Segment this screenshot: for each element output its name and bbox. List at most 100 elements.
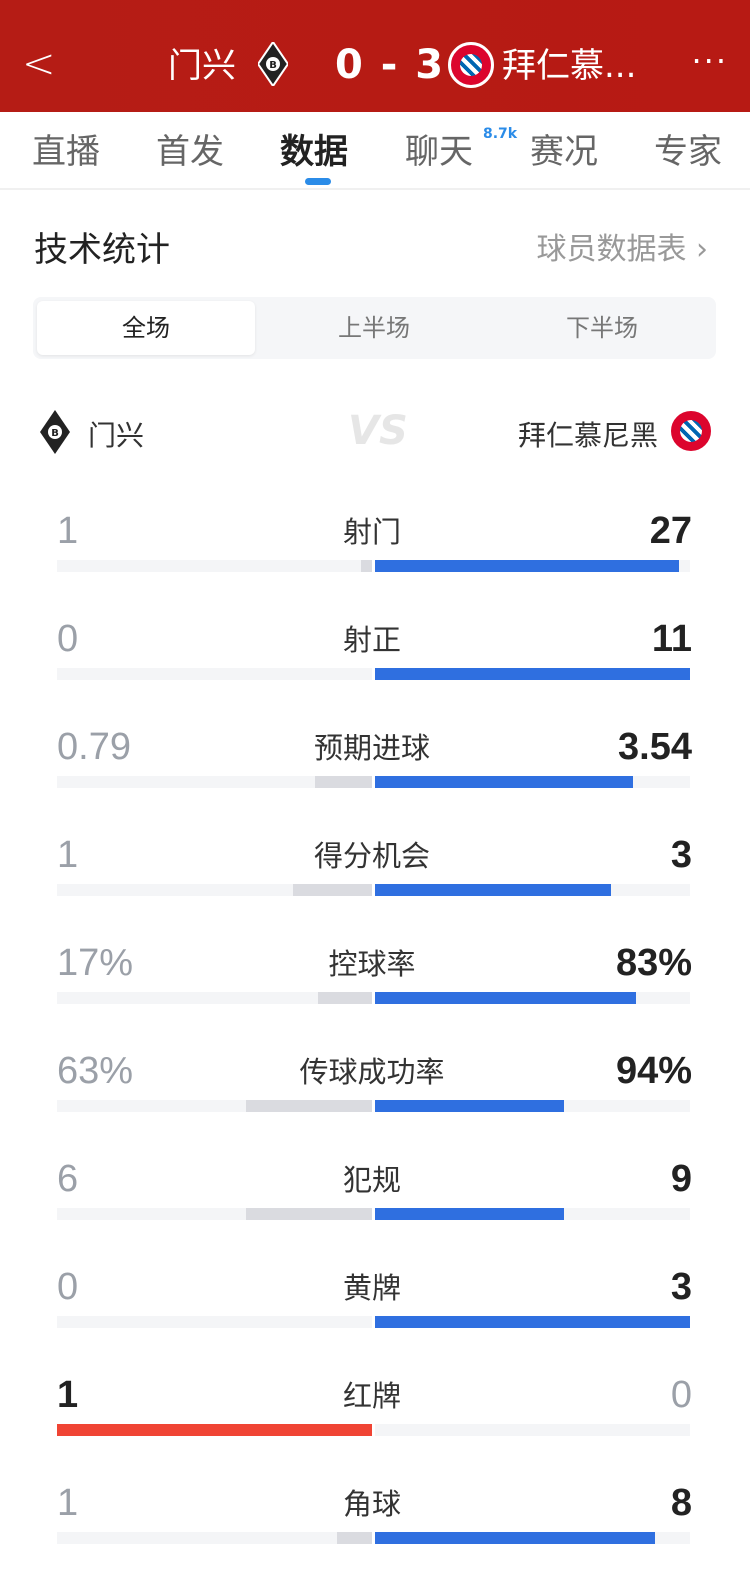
segment-first-half[interactable]: 上半场	[338, 314, 410, 342]
away-value: 27	[649, 510, 692, 552]
tab-bar: 直播 首发 数据 聊天 8.7k 赛况 专家	[0, 112, 750, 190]
home-bar	[360, 560, 372, 572]
stat-row: 0 射正 11	[0, 614, 750, 722]
home-bar-track	[57, 884, 372, 896]
home-value: 1	[57, 510, 79, 552]
away-bar-track	[375, 1316, 690, 1328]
tab-chat[interactable]: 聊天	[405, 132, 473, 172]
away-value: 0	[670, 1374, 692, 1416]
gladbach-crest-icon: B	[258, 42, 288, 86]
away-bar-track	[375, 560, 690, 572]
vs-logo: VS	[348, 408, 408, 454]
home-bar	[57, 1424, 372, 1436]
svg-text:B: B	[51, 428, 59, 439]
home-value: 1	[57, 834, 79, 876]
away-bar-track	[375, 1100, 690, 1112]
active-tab-indicator	[305, 178, 331, 185]
home-value: 0	[57, 1266, 79, 1308]
gladbach-crest-icon: B	[40, 410, 70, 454]
home-team-name: 门兴	[168, 46, 236, 86]
away-bar-track	[375, 884, 690, 896]
home-bar	[314, 776, 372, 788]
stat-label: 得分机会	[313, 839, 430, 873]
away-team-name: 拜仁慕...	[502, 46, 637, 86]
away-bar	[375, 1532, 655, 1544]
home-value: 6	[57, 1158, 79, 1200]
home-bar-track	[57, 668, 372, 680]
svg-text:B: B	[269, 60, 277, 71]
segment-full-match[interactable]: 全场	[37, 301, 255, 355]
segment-second-half[interactable]: 下半场	[566, 314, 638, 342]
match-score: 0 - 3	[335, 42, 446, 88]
away-bar	[375, 776, 633, 788]
stat-label: 射正	[342, 623, 401, 657]
stat-row: 1 射门 27	[0, 506, 750, 614]
tab-experts[interactable]: 专家	[654, 132, 722, 172]
tab-events[interactable]: 赛况	[530, 132, 598, 172]
stat-label: 黄牌	[342, 1271, 401, 1305]
stat-row: 1 红牌 0	[0, 1370, 750, 1478]
home-bar	[318, 992, 372, 1004]
away-value: 3	[670, 834, 692, 876]
home-value: 63%	[57, 1050, 134, 1092]
away-bar-track	[375, 668, 690, 680]
stat-label: 传球成功率	[299, 1055, 445, 1089]
away-team-label: 拜仁慕尼黑	[517, 419, 658, 452]
home-bar-track	[57, 1208, 372, 1220]
home-bar-track	[57, 1532, 372, 1544]
away-bar	[375, 1100, 564, 1112]
away-value: 3.54	[618, 726, 692, 768]
away-value: 3	[670, 1266, 692, 1308]
home-bar-track	[57, 560, 372, 572]
away-bar-track	[375, 1532, 690, 1544]
tab-live[interactable]: 直播	[32, 132, 100, 172]
away-bar-track	[375, 992, 690, 1004]
away-bar	[375, 1208, 564, 1220]
away-bar	[375, 992, 637, 1004]
stat-label: 犯规	[342, 1163, 401, 1197]
home-value: 1	[57, 1374, 79, 1416]
more-icon[interactable]: ···	[691, 42, 728, 80]
home-bar-track	[57, 776, 372, 788]
away-bar-track	[375, 1208, 690, 1220]
away-value: 8	[670, 1482, 692, 1524]
home-bar	[245, 1100, 372, 1112]
stat-label: 红牌	[342, 1379, 401, 1413]
bayern-crest-icon	[668, 408, 714, 454]
back-button[interactable]: <	[22, 41, 56, 87]
stat-label: 预期进球	[313, 731, 430, 765]
stat-row: 0 黄牌 3	[0, 1262, 750, 1370]
away-bar-track	[375, 1424, 690, 1436]
stat-row: 0.79 预期进球 3.54	[0, 722, 750, 830]
stat-row: 1 得分机会 3	[0, 830, 750, 938]
home-value: 0	[57, 618, 79, 660]
chat-count-badge: 8.7k	[483, 126, 518, 142]
away-bar-track	[375, 776, 690, 788]
tab-lineup[interactable]: 首发	[156, 132, 224, 172]
away-bar	[375, 668, 690, 680]
away-value: 9	[670, 1158, 692, 1200]
away-value: 11	[651, 618, 692, 660]
away-value: 94%	[615, 1050, 692, 1092]
stat-label: 射门	[342, 515, 401, 549]
stat-row: 17% 控球率 83%	[0, 938, 750, 1046]
home-bar	[293, 884, 372, 896]
stat-row: 6 犯规 9	[0, 1154, 750, 1262]
away-bar	[375, 884, 612, 896]
home-bar	[337, 1532, 372, 1544]
stat-row: 1 角球 8	[0, 1478, 750, 1586]
period-selector: 全场 上半场 下半场	[33, 297, 716, 359]
home-bar	[246, 1208, 372, 1220]
stat-row: 63% 传球成功率 94%	[0, 1046, 750, 1154]
home-bar-track	[57, 1100, 372, 1112]
section-title: 技术统计	[34, 230, 170, 270]
away-value: 83%	[615, 942, 692, 984]
home-bar-track	[57, 1316, 372, 1328]
home-bar-track	[57, 1424, 372, 1436]
stat-label: 角球	[342, 1487, 401, 1521]
home-value: 17%	[57, 942, 134, 984]
tab-data[interactable]: 数据	[280, 132, 348, 172]
home-bar-track	[57, 992, 372, 1004]
player-stats-link[interactable]: 球员数据表 ›	[536, 232, 708, 267]
away-bar	[375, 560, 679, 572]
